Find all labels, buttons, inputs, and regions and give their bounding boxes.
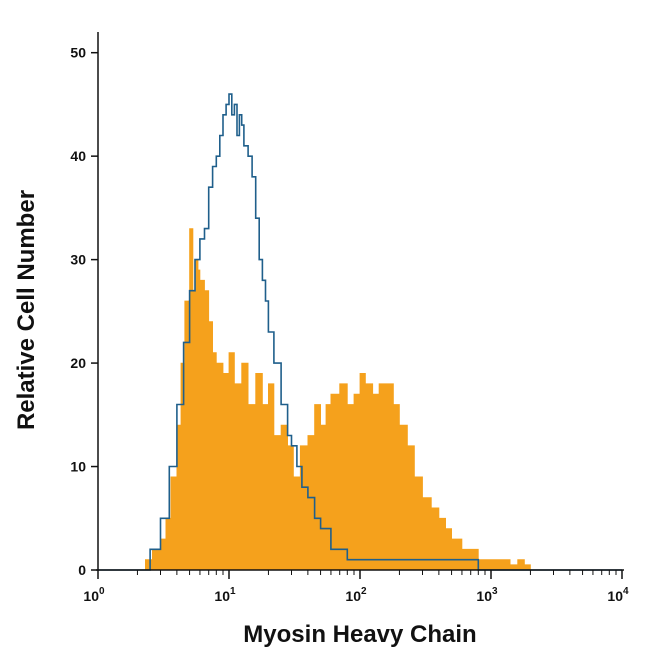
x-tick-label: 104 bbox=[607, 586, 629, 604]
y-tick-label: 10 bbox=[70, 459, 86, 475]
y-axis-title: Relative Cell Number bbox=[13, 190, 40, 430]
x-tick-label: 102 bbox=[345, 586, 367, 604]
x-tick-label: 100 bbox=[83, 586, 105, 604]
y-tick-label: 0 bbox=[78, 562, 86, 578]
series-outline-histogram bbox=[98, 93, 622, 571]
y-tick-label: 40 bbox=[70, 148, 86, 164]
series-filled-histogram bbox=[98, 228, 622, 571]
y-tick-label: 50 bbox=[70, 45, 86, 61]
x-tick-label: 101 bbox=[214, 586, 236, 604]
y-tick-label: 30 bbox=[70, 252, 86, 268]
x-ticks: 100 101 102 103 104 bbox=[83, 570, 629, 604]
x-tick-label: 103 bbox=[476, 586, 498, 604]
plot-area bbox=[98, 93, 622, 571]
x-axis-title: Myosin Heavy Chain bbox=[243, 621, 476, 648]
y-ticks: 0 10 20 30 40 50 bbox=[70, 45, 98, 578]
y-tick-label: 20 bbox=[70, 355, 86, 371]
